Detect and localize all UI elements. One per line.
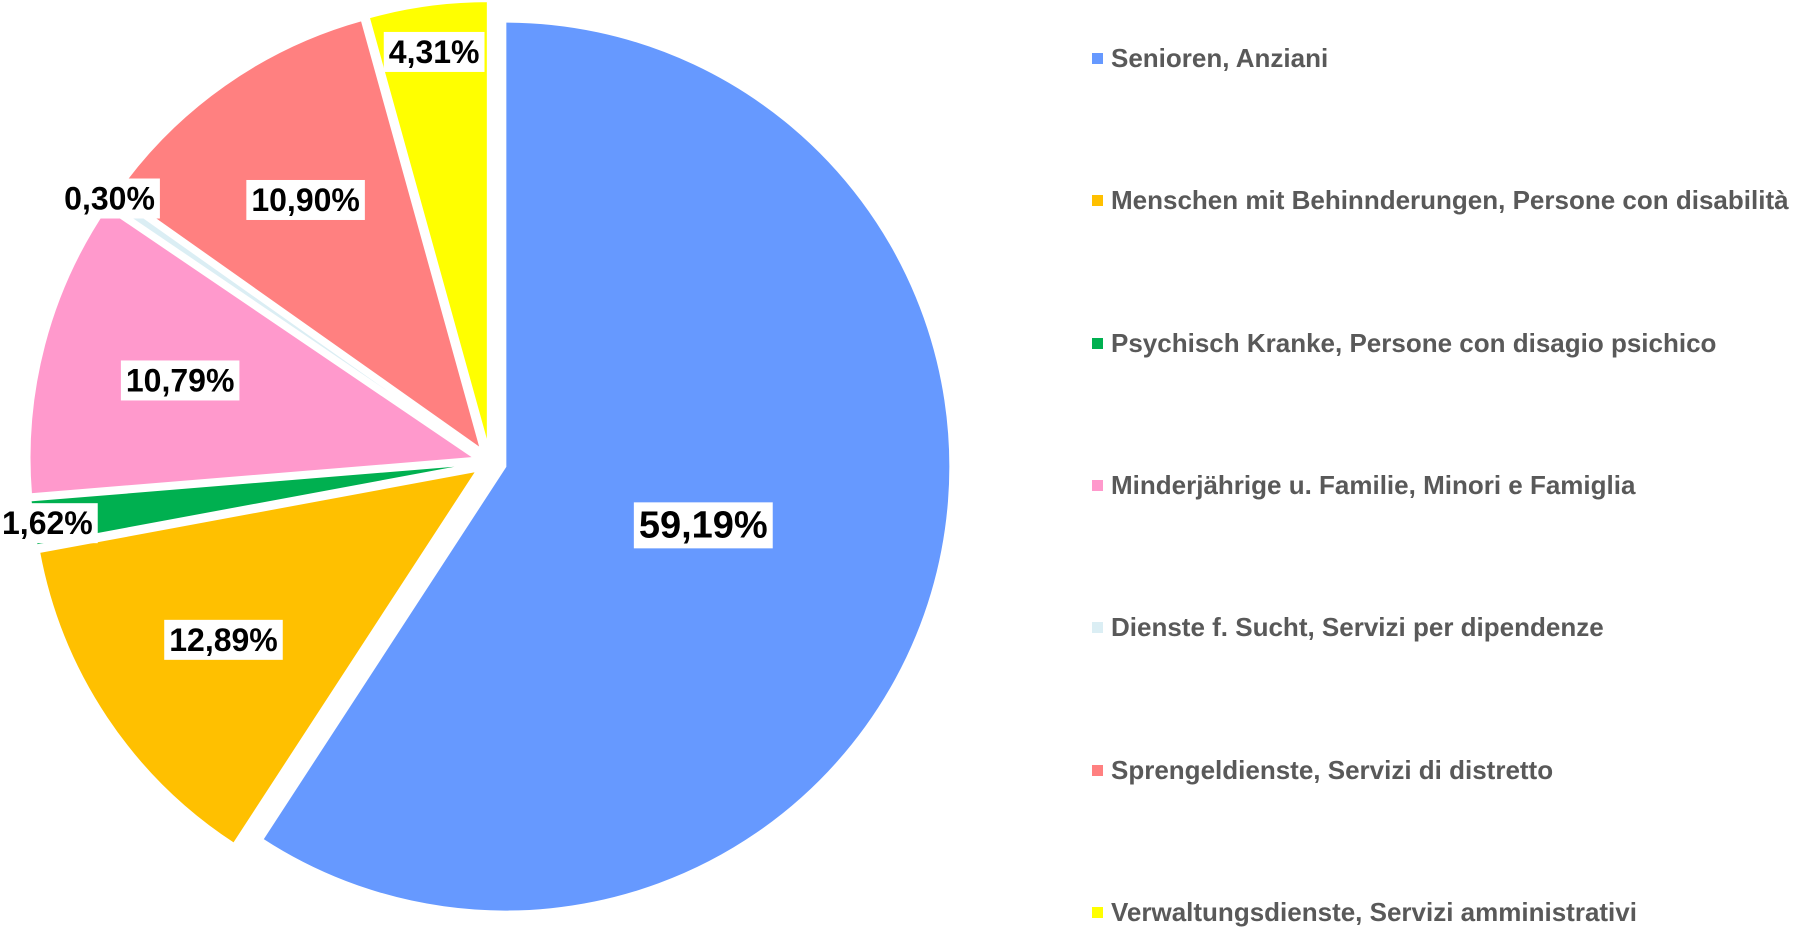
legend-swatch (1092, 53, 1103, 64)
legend-item: Menschen mit Behinnderungen, Persone con… (1092, 185, 1792, 215)
legend-label: Verwaltungsdienste, Servizi amministrati… (1111, 897, 1637, 927)
data-label-bg (246, 179, 365, 220)
legend: Senioren, Anziani Menschen mit Behinnderu… (1092, 0, 1802, 944)
legend-swatch (1092, 337, 1103, 349)
legend-swatch (1092, 764, 1103, 776)
legend-label: Psychisch Kranke, Persone con disagio ps… (1111, 327, 1717, 358)
data-label-text: 10,79% (126, 362, 235, 398)
legend-swatch (1092, 195, 1103, 207)
legend-item: Verwaltungsdienste, Servizi amministrati… (1092, 897, 1792, 927)
pie-slice (261, 20, 952, 913)
data-label: 10,90% (246, 179, 365, 220)
data-label: 59,19% (633, 502, 773, 549)
legend-swatch (1092, 480, 1103, 491)
legend-item: Senioren, Anziani (1092, 43, 1792, 73)
legend-label: Dienste f. Sucht, Servizi per dipendenze (1111, 612, 1604, 643)
data-label-text: 10,90% (251, 182, 360, 218)
pie-slice (367, 0, 489, 447)
legend-item: Psychisch Kranke, Persone con disagio ps… (1092, 328, 1792, 358)
legend-swatch (1092, 622, 1103, 634)
pie-slice (28, 206, 478, 496)
data-label-text: 12,89% (169, 622, 278, 658)
data-label-bg (120, 360, 240, 401)
data-label-text: 4,31% (389, 34, 480, 70)
legend-label: Sprengeldienste, Servizi di distretto (1111, 754, 1554, 785)
legend-item: Dienste f. Sucht, Servizi per dipendenze (1092, 612, 1792, 642)
data-label: 4,31% (383, 31, 485, 72)
legend-item: Sprengeldienste, Servizi di distretto (1092, 755, 1792, 785)
legend-label: Menschen mit Behinnderungen, Persone con… (1111, 185, 1789, 216)
data-label-text: 0,30% (64, 181, 155, 217)
legend-label: Senioren, Anziani (1111, 43, 1329, 73)
data-label: 12,89% (164, 619, 283, 660)
data-label-bg (383, 31, 485, 72)
data-label-bg (0, 503, 98, 544)
data-label-bg (633, 502, 773, 549)
data-label-text: 59,19% (639, 504, 768, 546)
data-label-bg (164, 619, 283, 660)
data-label: 1,62% (0, 503, 98, 544)
data-label: 10,79% (120, 360, 240, 401)
pie-slice (115, 18, 483, 452)
legend-item: Minderjährige u. Familie, Minori e Famig… (1092, 470, 1792, 500)
legend-label: Minderjährige u. Familie, Minori e Famig… (1111, 470, 1636, 500)
data-label-bg (59, 178, 160, 219)
legend-swatch (1092, 907, 1103, 918)
data-label: 0,30% (59, 178, 160, 219)
data-label-text: 1,62% (2, 505, 93, 541)
